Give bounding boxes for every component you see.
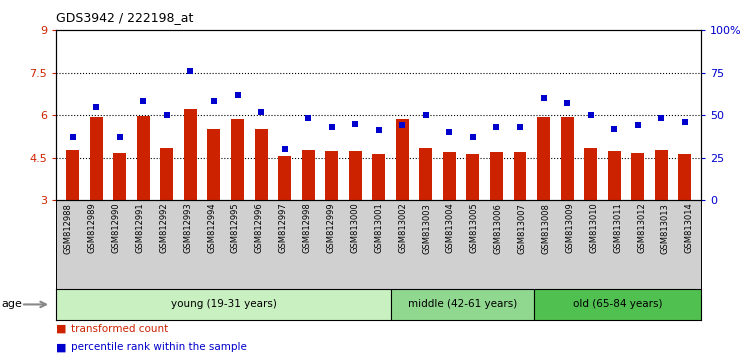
Bar (560, 117, 574, 200)
Bar (302, 150, 314, 200)
Bar (584, 148, 597, 200)
Bar (534, 289, 701, 320)
Text: GSM813010: GSM813010 (590, 202, 598, 253)
Text: GSM812992: GSM812992 (159, 202, 168, 253)
Text: GSM812993: GSM812993 (183, 202, 192, 253)
Text: percentile rank within the sample: percentile rank within the sample (71, 342, 248, 352)
Bar (254, 129, 268, 200)
Bar (56, 289, 391, 320)
Text: GSM813013: GSM813013 (661, 202, 670, 253)
Bar (349, 151, 361, 200)
Bar (396, 119, 409, 200)
Bar (184, 109, 197, 200)
Text: GSM813006: GSM813006 (494, 202, 502, 253)
Text: middle (42-61 years): middle (42-61 years) (408, 299, 517, 309)
Text: GSM812990: GSM812990 (112, 202, 121, 253)
Text: GSM813000: GSM813000 (350, 202, 359, 253)
Text: GSM813014: GSM813014 (685, 202, 694, 253)
Bar (608, 151, 621, 200)
Bar (160, 148, 173, 200)
Bar (391, 289, 534, 320)
Text: GSM812991: GSM812991 (135, 202, 144, 253)
Bar (678, 154, 692, 200)
Bar (537, 117, 550, 200)
Bar (372, 154, 386, 200)
Bar (632, 153, 644, 200)
Bar (278, 156, 291, 200)
Text: GSM813005: GSM813005 (470, 202, 478, 253)
Text: GSM813011: GSM813011 (614, 202, 622, 253)
Text: GSM813008: GSM813008 (542, 202, 550, 253)
Text: ■: ■ (56, 342, 67, 352)
Bar (90, 117, 103, 200)
Text: GSM812994: GSM812994 (207, 202, 216, 253)
Text: ■: ■ (56, 324, 67, 334)
Text: GSM812996: GSM812996 (255, 202, 264, 253)
Text: GSM812995: GSM812995 (231, 202, 240, 253)
Text: GSM813001: GSM813001 (374, 202, 383, 253)
Text: GSM813012: GSM813012 (637, 202, 646, 253)
Bar (490, 153, 503, 200)
Text: GSM812998: GSM812998 (302, 202, 311, 253)
Text: GSM812997: GSM812997 (279, 202, 288, 253)
Text: GSM813002: GSM813002 (398, 202, 407, 253)
Bar (113, 153, 126, 200)
Text: GDS3942 / 222198_at: GDS3942 / 222198_at (56, 11, 194, 24)
Text: young (19-31 years): young (19-31 years) (170, 299, 277, 309)
Text: GSM813007: GSM813007 (518, 202, 526, 253)
Text: old (65-84 years): old (65-84 years) (573, 299, 662, 309)
Bar (136, 116, 150, 200)
Text: transformed count: transformed count (71, 324, 169, 334)
Bar (443, 153, 456, 200)
Bar (66, 150, 80, 200)
Bar (231, 119, 244, 200)
Text: GSM813009: GSM813009 (566, 202, 574, 253)
Text: GSM812989: GSM812989 (88, 202, 97, 253)
Bar (655, 150, 668, 200)
Text: age: age (2, 299, 22, 309)
Text: GSM812988: GSM812988 (64, 202, 73, 253)
Text: GSM813004: GSM813004 (446, 202, 455, 253)
Bar (466, 154, 479, 200)
Bar (208, 129, 220, 200)
Bar (514, 153, 526, 200)
Text: GSM812999: GSM812999 (326, 202, 335, 253)
Bar (419, 148, 432, 200)
Bar (326, 151, 338, 200)
Text: GSM813003: GSM813003 (422, 202, 431, 253)
